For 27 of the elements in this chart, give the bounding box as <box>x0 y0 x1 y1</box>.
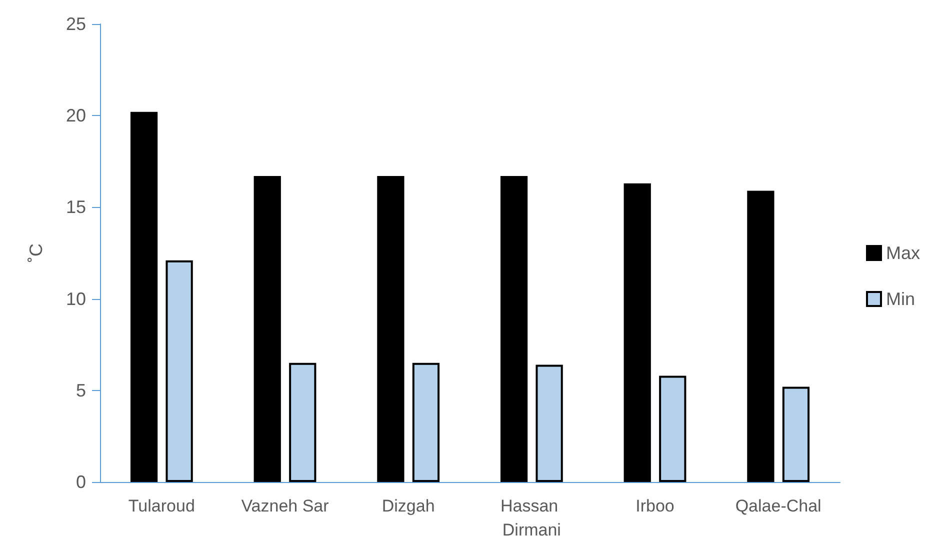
x-tick-label: Vazneh Sar <box>241 496 330 516</box>
legend-label: Min <box>886 289 916 309</box>
y-axis-title: ˚C <box>26 244 46 262</box>
bar <box>254 176 281 482</box>
x-tick-label: Qalae-Chal <box>735 496 822 516</box>
bar <box>500 176 528 482</box>
y-tick-label: 0 <box>76 472 86 492</box>
x-tick-label: Tularoud <box>128 496 195 516</box>
bar <box>377 176 404 482</box>
bar <box>166 260 193 482</box>
bar <box>659 376 686 482</box>
y-tick-label: 15 <box>66 197 86 218</box>
bar <box>289 362 316 482</box>
y-tick-label: 5 <box>76 380 86 400</box>
bar <box>782 386 810 482</box>
x-tick-label: Irboo <box>636 496 674 516</box>
bar <box>624 183 651 482</box>
bar <box>536 364 563 482</box>
legend-label: Max <box>886 243 920 263</box>
bar <box>412 362 440 482</box>
bar <box>130 112 158 482</box>
y-tick-label: 25 <box>66 14 86 34</box>
x-tick-label: Dizgah <box>382 496 435 516</box>
y-tick-label: 20 <box>66 106 86 126</box>
bar <box>747 190 774 482</box>
y-tick-label: 10 <box>66 288 86 309</box>
x-tick-label: Hassan Dirmani <box>500 496 563 540</box>
